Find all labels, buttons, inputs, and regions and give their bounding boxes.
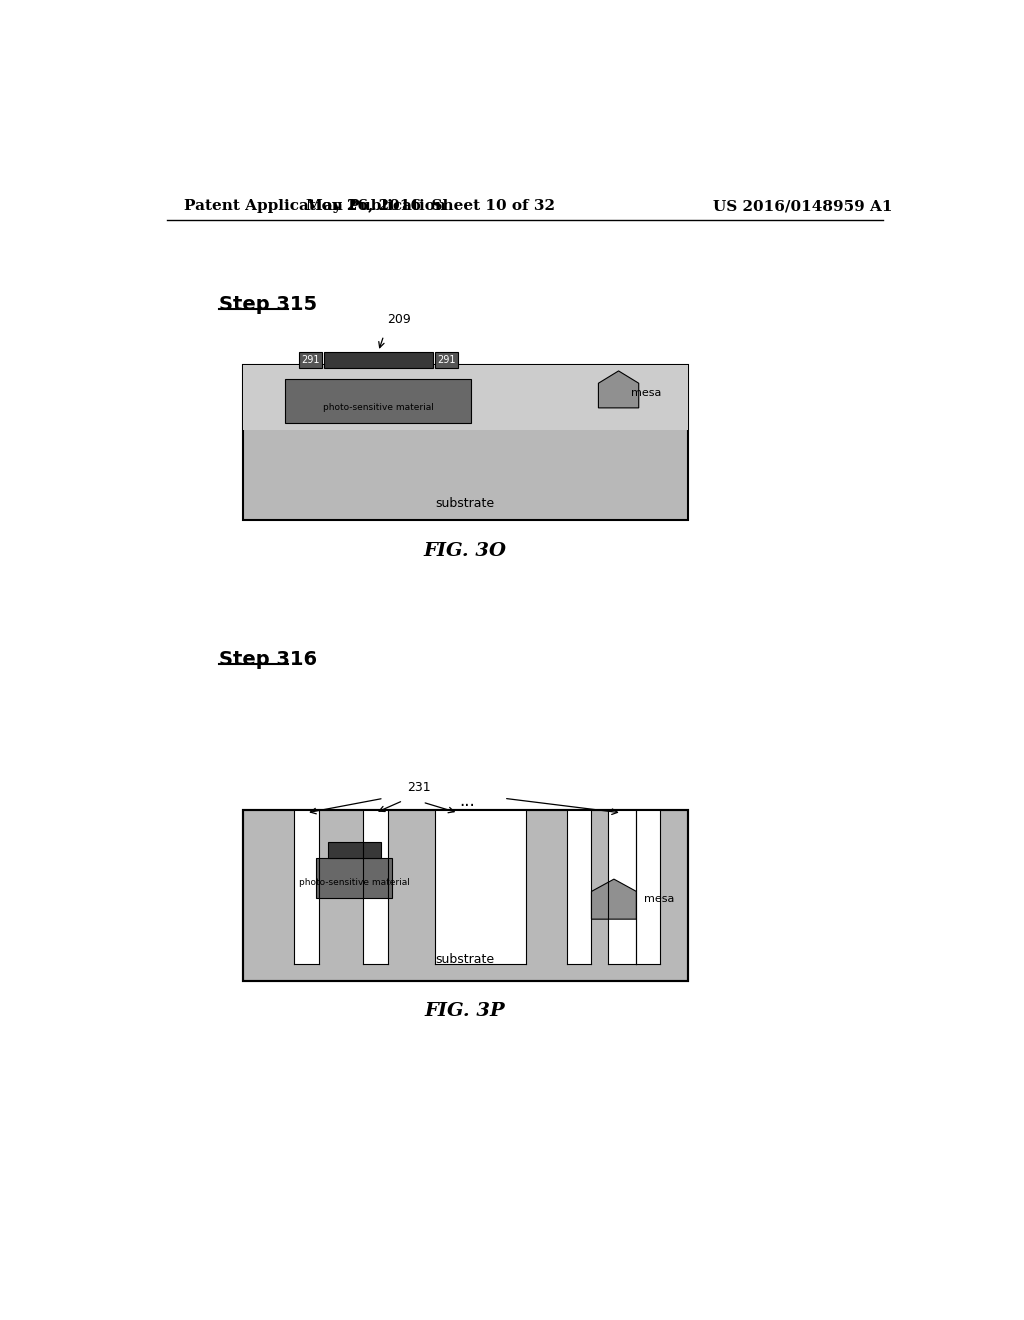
Text: substrate: substrate xyxy=(435,496,495,510)
Bar xyxy=(362,810,388,964)
Bar xyxy=(243,810,687,981)
Text: May 26, 2016  Sheet 10 of 32: May 26, 2016 Sheet 10 of 32 xyxy=(306,199,555,213)
Bar xyxy=(607,810,636,964)
Bar xyxy=(636,810,660,964)
Text: FIG. 3O: FIG. 3O xyxy=(424,543,507,560)
Bar xyxy=(316,858,392,898)
Text: mesa: mesa xyxy=(644,894,674,904)
Bar xyxy=(324,352,432,368)
Text: Step 315: Step 315 xyxy=(219,296,317,314)
Text: ...: ... xyxy=(459,792,474,809)
Text: mesa: mesa xyxy=(631,388,660,399)
Bar xyxy=(286,379,471,424)
Bar xyxy=(243,810,687,981)
Text: photo-sensitive material: photo-sensitive material xyxy=(299,878,410,887)
Bar xyxy=(243,364,687,430)
Text: 291: 291 xyxy=(437,355,456,366)
Text: substrate: substrate xyxy=(435,953,495,966)
Text: 291: 291 xyxy=(301,355,319,366)
Bar xyxy=(243,364,687,520)
Text: 231: 231 xyxy=(407,781,430,795)
Text: Patent Application Publication: Patent Application Publication xyxy=(183,199,445,213)
Text: Step 316: Step 316 xyxy=(219,649,317,669)
Polygon shape xyxy=(592,879,636,919)
Bar xyxy=(294,810,318,964)
Text: FIG. 3P: FIG. 3P xyxy=(425,1002,506,1020)
Polygon shape xyxy=(598,371,639,408)
Bar xyxy=(299,352,322,368)
Text: photo-sensitive material: photo-sensitive material xyxy=(323,403,434,412)
Text: 209: 209 xyxy=(388,313,412,326)
Bar xyxy=(566,810,592,964)
Text: US 2016/0148959 A1: US 2016/0148959 A1 xyxy=(713,199,893,213)
Bar xyxy=(435,810,526,964)
Bar xyxy=(435,352,458,368)
Bar xyxy=(328,842,381,858)
